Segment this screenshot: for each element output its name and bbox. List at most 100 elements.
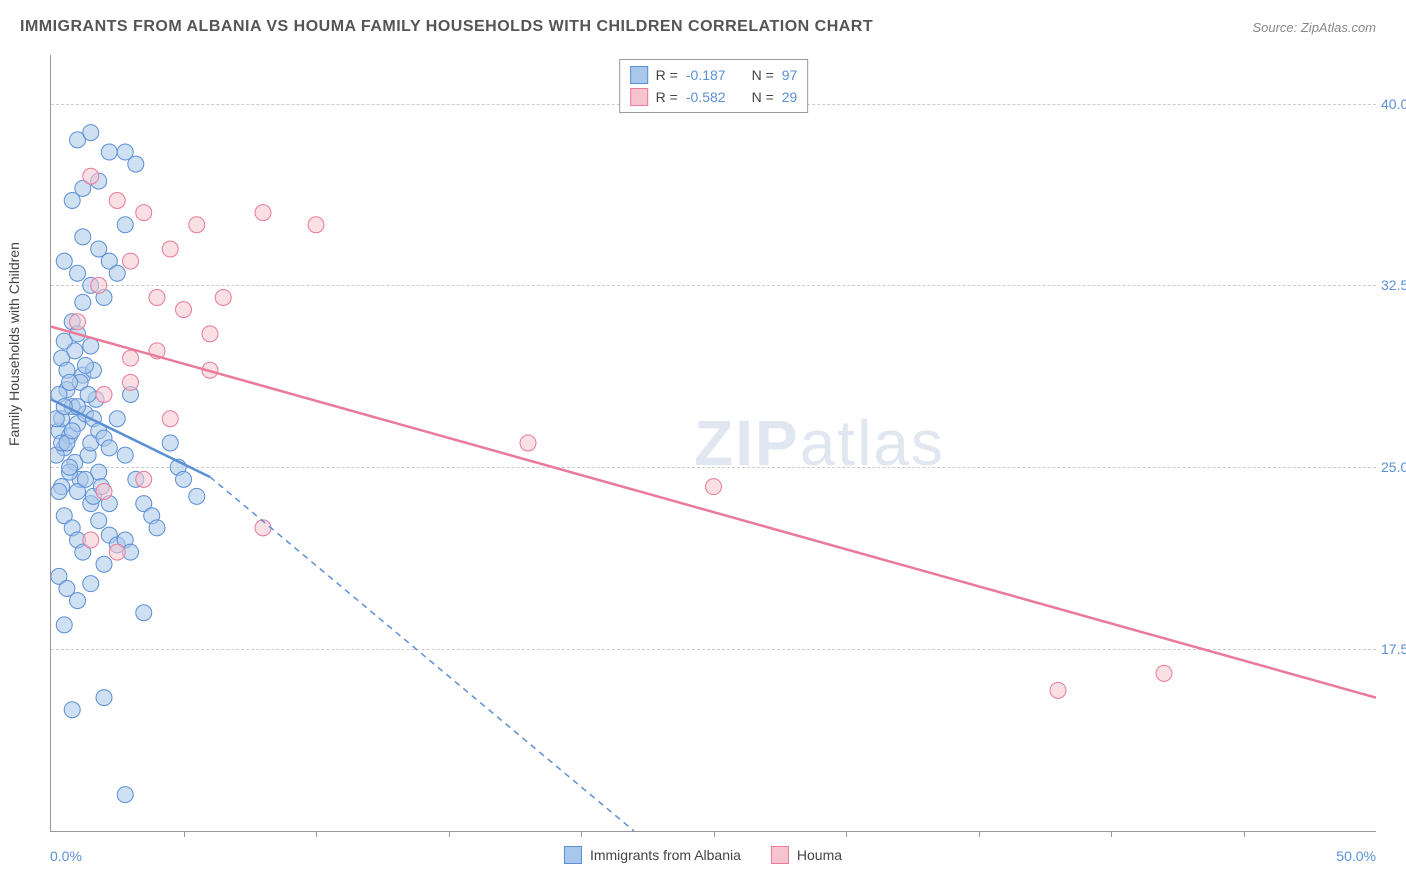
scatter-point — [101, 144, 117, 160]
n-label-2: N = — [752, 89, 774, 105]
scatter-point — [308, 217, 324, 233]
scatter-point — [70, 593, 86, 609]
trend-line — [51, 327, 1376, 698]
scatter-point — [215, 290, 231, 306]
r-value-2: -0.582 — [686, 89, 726, 105]
scatter-point — [520, 435, 536, 451]
source-label: Source: ZipAtlas.com — [1252, 20, 1376, 35]
scatter-point — [117, 447, 133, 463]
scatter-point — [109, 193, 125, 209]
x-tick — [581, 831, 582, 837]
scatter-point — [117, 787, 133, 803]
series-swatch-2 — [771, 846, 789, 864]
series-swatch-1 — [564, 846, 582, 864]
chart-title: IMMIGRANTS FROM ALBANIA VS HOUMA FAMILY … — [20, 18, 873, 36]
scatter-point — [77, 471, 93, 487]
scatter-point — [96, 387, 112, 403]
x-tick — [184, 831, 185, 837]
series-label-1: Immigrants from Albania — [590, 847, 741, 863]
chart-plot-area: ZIPatlas R = -0.187 N = 97 R = -0.582 N … — [50, 55, 1376, 832]
scatter-point — [136, 205, 152, 221]
trend-line-dashed — [210, 477, 634, 831]
scatter-point — [1050, 682, 1066, 698]
scatter-point — [255, 520, 271, 536]
scatter-point — [96, 484, 112, 500]
r-label-1: R = — [656, 67, 678, 83]
scatter-point — [109, 265, 125, 281]
scatter-point — [96, 690, 112, 706]
x-tick — [1111, 831, 1112, 837]
scatter-point — [83, 168, 99, 184]
scatter-point — [162, 411, 178, 427]
stats-swatch-1 — [630, 66, 648, 84]
scatter-point — [56, 617, 72, 633]
scatter-point — [62, 374, 78, 390]
scatter-point — [162, 435, 178, 451]
scatter-point — [117, 217, 133, 233]
stats-swatch-2 — [630, 88, 648, 106]
scatter-point — [83, 125, 99, 141]
scatter-point — [109, 544, 125, 560]
scatter-point — [91, 513, 107, 529]
scatter-point — [176, 471, 192, 487]
series-label-2: Houma — [797, 847, 842, 863]
scatter-point — [109, 411, 125, 427]
scatter-point — [149, 290, 165, 306]
stats-legend-row-1: R = -0.187 N = 97 — [630, 64, 798, 86]
y-tick-label: 17.5% — [1381, 641, 1406, 657]
scatter-point — [706, 479, 722, 495]
scatter-point — [162, 241, 178, 257]
scatter-point — [101, 440, 117, 456]
scatter-point — [83, 532, 99, 548]
scatter-point — [62, 459, 78, 475]
x-tick — [714, 831, 715, 837]
scatter-point — [75, 229, 91, 245]
stats-legend: R = -0.187 N = 97 R = -0.582 N = 29 — [619, 59, 809, 113]
scatter-point — [51, 484, 67, 500]
scatter-point — [83, 576, 99, 592]
n-value-1: 97 — [782, 67, 798, 83]
y-tick-label: 40.0% — [1381, 96, 1406, 112]
x-axis-max-label: 50.0% — [1336, 848, 1376, 864]
y-tick-label: 32.5% — [1381, 277, 1406, 293]
scatter-point — [128, 156, 144, 172]
scatter-point — [255, 205, 271, 221]
scatter-point — [136, 471, 152, 487]
series-legend: Immigrants from Albania Houma — [564, 846, 842, 864]
r-label-2: R = — [656, 89, 678, 105]
scatter-point — [80, 387, 96, 403]
scatter-point — [64, 423, 80, 439]
scatter-point — [70, 265, 86, 281]
r-value-1: -0.187 — [686, 67, 726, 83]
scatter-point — [189, 488, 205, 504]
scatter-point — [1156, 665, 1172, 681]
stats-legend-row-2: R = -0.582 N = 29 — [630, 86, 798, 108]
n-label-1: N = — [752, 67, 774, 83]
x-tick — [316, 831, 317, 837]
scatter-point — [96, 556, 112, 572]
scatter-point — [136, 605, 152, 621]
x-tick — [1244, 831, 1245, 837]
scatter-point — [123, 350, 139, 366]
scatter-svg — [51, 55, 1376, 831]
scatter-point — [149, 520, 165, 536]
scatter-point — [202, 326, 218, 342]
n-value-2: 29 — [782, 89, 798, 105]
scatter-point — [176, 302, 192, 318]
scatter-point — [56, 253, 72, 269]
y-tick-label: 25.0% — [1381, 459, 1406, 475]
x-tick — [979, 831, 980, 837]
scatter-point — [189, 217, 205, 233]
scatter-point — [123, 374, 139, 390]
scatter-point — [75, 294, 91, 310]
scatter-point — [64, 702, 80, 718]
series-legend-item-1: Immigrants from Albania — [564, 846, 741, 864]
scatter-point — [70, 314, 86, 330]
scatter-point — [91, 277, 107, 293]
series-legend-item-2: Houma — [771, 846, 842, 864]
scatter-point — [67, 343, 83, 359]
x-axis-min-label: 0.0% — [50, 848, 82, 864]
x-tick — [449, 831, 450, 837]
scatter-point — [77, 357, 93, 373]
y-axis-label: Family Households with Children — [6, 242, 22, 446]
